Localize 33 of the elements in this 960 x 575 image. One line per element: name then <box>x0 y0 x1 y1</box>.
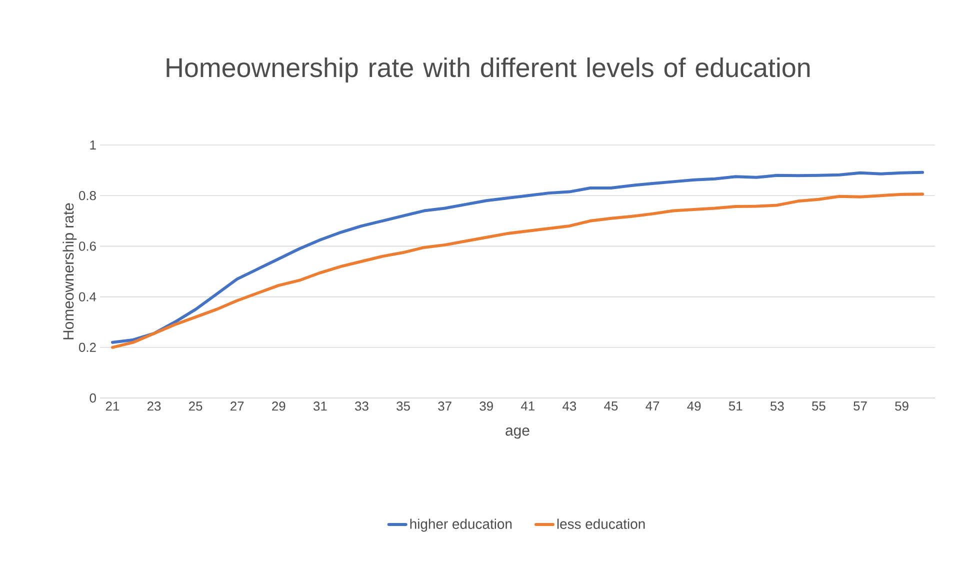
line-series <box>110 192 924 349</box>
x-tick-label: 27 <box>230 402 244 411</box>
chart-title: Homeownership rate with different levels of education <box>166 57 810 83</box>
legend-label: less education <box>557 518 645 529</box>
x-tick-label: 49 <box>687 402 701 411</box>
x-tick-label: 57 <box>854 402 867 411</box>
y-tick-label: 0.4 <box>78 292 96 302</box>
x-tick-label: 33 <box>355 402 368 411</box>
x-tick-label: 37 <box>438 402 452 411</box>
x-tick-label: 39 <box>480 402 493 411</box>
y-axis-title: Homeownership rate <box>62 203 77 340</box>
y-tick-label: 0.6 <box>78 242 96 251</box>
y-tick-label: 0.8 <box>78 191 96 200</box>
x-tick-label: 45 <box>604 402 618 411</box>
x-tick-label: 53 <box>770 402 784 411</box>
x-tick-label: 29 <box>272 402 286 411</box>
x-axis-title: age <box>506 428 530 439</box>
y-tick-label: 0 <box>90 393 96 403</box>
legend-label: higher education <box>410 518 512 532</box>
line-series <box>110 170 924 344</box>
x-tick-label: 31 <box>313 402 327 411</box>
x-tick-label: 43 <box>562 402 576 411</box>
x-tick-label: 55 <box>812 402 826 411</box>
x-tick-label: 35 <box>396 402 410 411</box>
x-tick-label: 41 <box>520 402 534 410</box>
x-tick-label: 47 <box>646 402 660 410</box>
y-tick-label: 1 <box>90 140 96 150</box>
x-tick-label: 21 <box>106 402 120 411</box>
y-tick-label: 0.2 <box>78 342 96 352</box>
x-tick-label: 25 <box>189 402 202 411</box>
x-tick-label: 23 <box>147 402 161 411</box>
x-tick-label: 51 <box>728 402 742 411</box>
x-tick-label: 59 <box>895 402 908 411</box>
